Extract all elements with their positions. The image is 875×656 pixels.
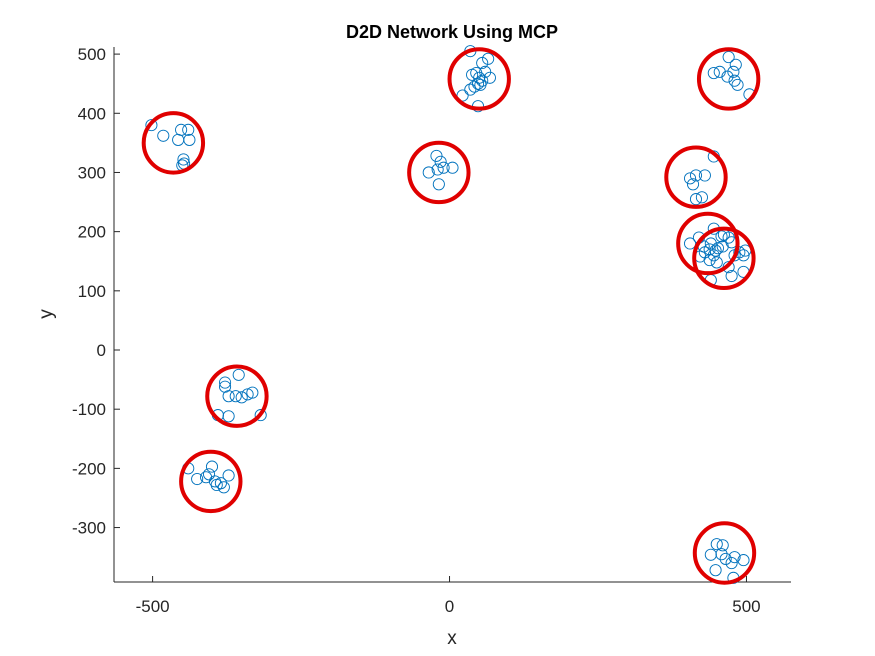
data-point [483, 71, 496, 84]
y-tick-label: -100 [72, 400, 106, 419]
data-point [468, 80, 481, 93]
data-point [704, 548, 717, 561]
data-point [217, 481, 230, 494]
data-point [728, 74, 741, 87]
data-point [430, 149, 443, 162]
data-point [474, 78, 487, 91]
data-point [434, 155, 447, 168]
cluster-circle [205, 364, 269, 428]
data-point [246, 386, 259, 399]
y-tick-label: 100 [78, 282, 106, 301]
data-point [235, 391, 248, 404]
data-point [725, 557, 738, 570]
data-point [210, 478, 223, 491]
data-point [729, 58, 742, 71]
data-point [707, 249, 720, 262]
y-tick-label: 500 [78, 45, 106, 64]
data-point [254, 409, 267, 422]
y-tick-label: -300 [72, 519, 106, 538]
data-point [725, 269, 738, 283]
data-point [145, 119, 158, 132]
data-point [683, 237, 697, 250]
data-point [229, 390, 242, 403]
data-point [728, 551, 741, 564]
data-point [202, 468, 216, 481]
data-point [482, 52, 495, 65]
cluster-circles [141, 47, 761, 585]
data-point [719, 552, 732, 565]
data-point [422, 166, 435, 179]
data-point [722, 51, 735, 64]
data-point [464, 83, 477, 96]
data-point [731, 78, 744, 91]
data-point [737, 554, 750, 567]
data-point [716, 539, 729, 552]
cluster-circle [664, 145, 728, 209]
data-point [446, 161, 459, 174]
data-point [715, 230, 728, 243]
data-point [737, 249, 750, 262]
y-tick-label: 400 [78, 104, 106, 123]
axes [113, 47, 791, 583]
data-point [222, 390, 235, 403]
x-axis-label: x [447, 628, 457, 649]
data-point [470, 66, 483, 80]
chart-title: D2D Network Using MCP [346, 22, 558, 42]
x-tick-label: 500 [732, 597, 760, 616]
data-point [710, 256, 723, 269]
data-point [476, 56, 489, 70]
data-point [707, 66, 720, 80]
cluster-circle [179, 449, 243, 514]
y-axis-label: y [36, 309, 57, 319]
cluster-circle [447, 47, 511, 111]
y-tick-label: 0 [97, 341, 106, 360]
y-tick-label: -200 [72, 459, 106, 478]
data-point [191, 472, 204, 486]
data-point [728, 249, 741, 262]
data-point [715, 548, 728, 561]
cluster-circle [692, 226, 756, 290]
data-point [689, 193, 703, 206]
cluster-circle [696, 47, 761, 111]
data-point [709, 244, 722, 257]
data-point [689, 169, 703, 182]
cluster-circle [676, 211, 740, 276]
y-tick-label: 300 [78, 163, 106, 182]
data-point [241, 388, 254, 401]
data-point [437, 161, 450, 174]
data-point [177, 153, 190, 166]
x-tick-label: 0 [445, 597, 454, 616]
data-point [721, 70, 734, 83]
data-point [711, 242, 725, 255]
data-point [704, 237, 717, 250]
data-point [183, 133, 196, 146]
cluster-circle [141, 111, 206, 175]
y-ticks: 500 400 300 200 100 0 -100 -200 -300 [72, 45, 120, 538]
data-point [686, 178, 700, 191]
data-point [695, 191, 708, 204]
data-point [157, 129, 170, 142]
data-point [698, 169, 711, 182]
data-point [182, 123, 195, 136]
data-point [232, 368, 245, 381]
x-tick-label: -500 [136, 597, 170, 616]
data-point [219, 376, 232, 389]
data-point [709, 564, 722, 577]
y-tick-label: 200 [78, 223, 106, 242]
data-point [205, 460, 219, 473]
data-point [432, 178, 445, 191]
data-point [683, 172, 697, 185]
data-point [710, 538, 723, 551]
data-point [175, 123, 188, 136]
x-ticks: -500 0 500 [136, 576, 761, 616]
cluster-circle [407, 140, 471, 205]
data-point [431, 163, 444, 176]
data-point [222, 469, 235, 482]
cluster-circle [692, 521, 757, 585]
